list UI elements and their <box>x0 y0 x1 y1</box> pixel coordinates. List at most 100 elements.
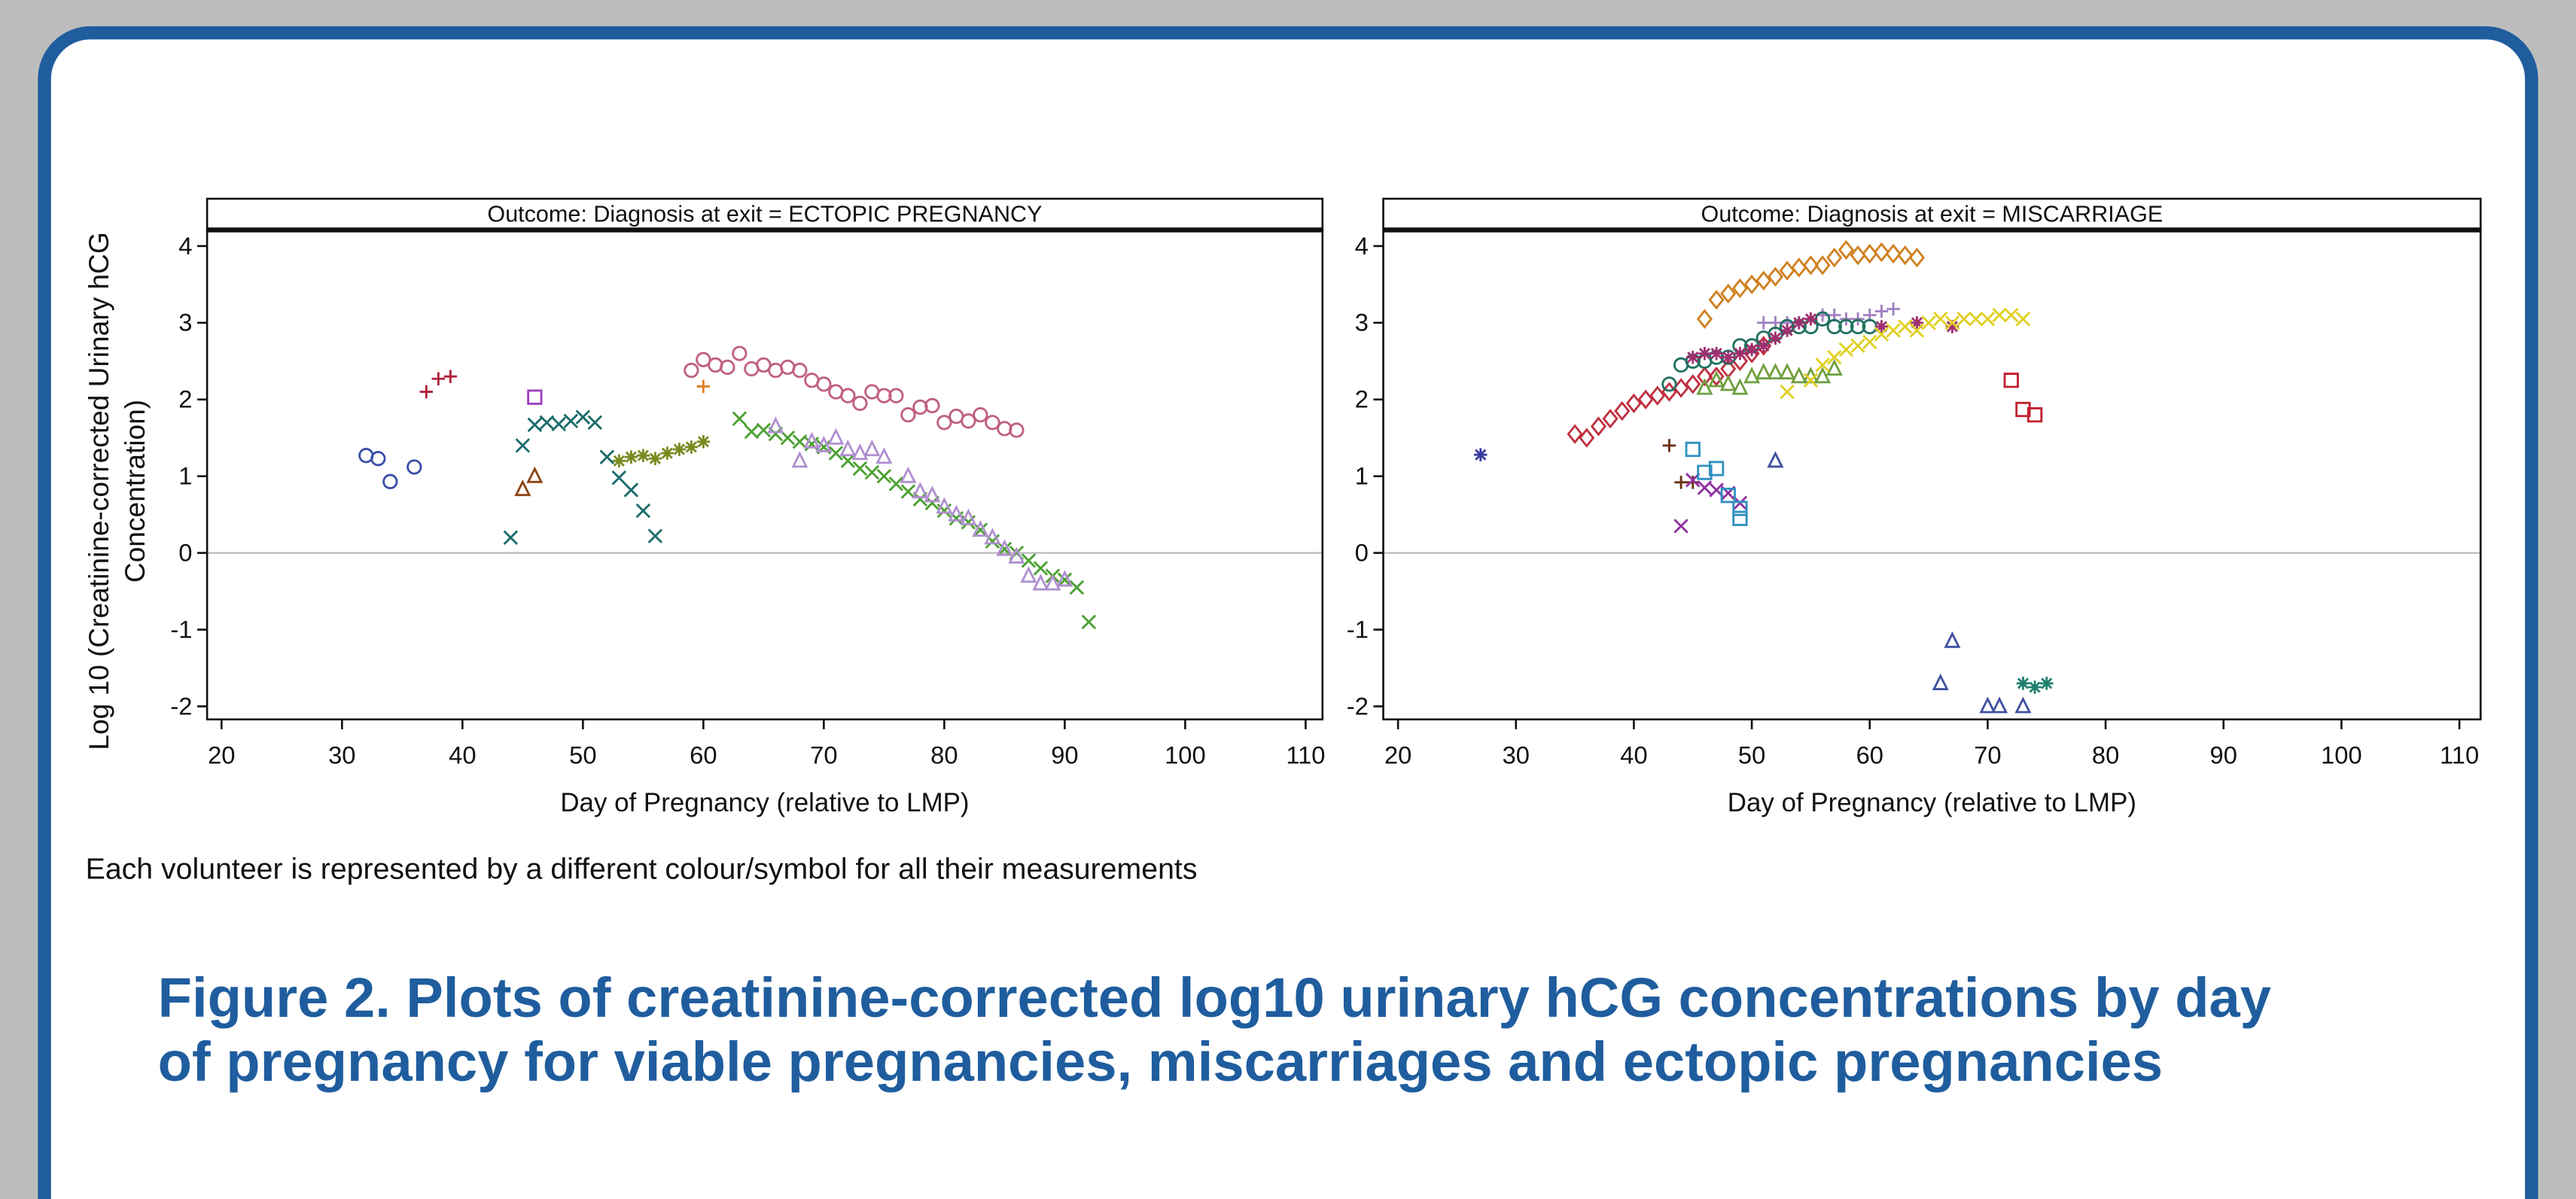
marker-circle <box>924 397 940 414</box>
y-tick-label: 4 <box>1355 232 1369 260</box>
y-tick-label: 2 <box>1355 385 1369 413</box>
marker-diamond <box>1743 274 1760 295</box>
marker-diamond <box>1850 245 1866 266</box>
marker-diamond <box>1873 242 1889 263</box>
marker-plus <box>1686 476 1700 489</box>
marker-diamond <box>1696 367 1713 387</box>
marker-circle <box>888 388 904 403</box>
marker-star <box>1780 324 1794 337</box>
marker-triangle <box>1056 570 1073 587</box>
marker-x <box>503 530 519 545</box>
marker-triangle <box>815 435 833 452</box>
marker-circle <box>1826 318 1842 335</box>
marker-diamond <box>1708 367 1725 387</box>
marker-diamond <box>1685 374 1701 394</box>
marker-triangle <box>1932 673 1949 690</box>
marker-x <box>973 522 988 537</box>
marker-plus <box>419 385 434 399</box>
marker-x <box>1827 349 1842 365</box>
marker-triangle <box>960 508 977 525</box>
marker-diamond <box>1708 290 1725 310</box>
marker-circle <box>382 473 398 489</box>
marker-star <box>1910 316 1924 330</box>
marker-triangle <box>1814 367 1832 384</box>
marker-x <box>551 416 567 432</box>
marker-x <box>1850 338 1865 354</box>
marker-circle <box>1661 376 1677 392</box>
marker-diamond <box>1590 416 1607 437</box>
marker-diamond <box>1637 389 1654 409</box>
marker-square <box>527 389 543 405</box>
marker-triangle <box>1032 574 1049 591</box>
marker-triangle <box>791 451 808 468</box>
x-tick-label: 60 <box>690 741 717 769</box>
marker-triangle <box>996 539 1013 556</box>
marker-square <box>2026 407 2043 423</box>
x-tick-label: 30 <box>328 741 355 769</box>
marker-star <box>1757 339 1771 353</box>
x-tick-label: 100 <box>1165 741 1206 769</box>
panel-title: Outcome: Diagnosis at exit = ECTOPIC PRE… <box>487 202 1042 227</box>
marker-circle <box>973 407 988 423</box>
y-tick-label: 4 <box>178 232 192 260</box>
plot-frame <box>206 229 1324 721</box>
marker-x <box>1673 519 1688 534</box>
y-tick-label: 0 <box>1355 539 1369 567</box>
y-tick-label: -1 <box>170 615 192 643</box>
marker-diamond <box>1826 248 1843 268</box>
marker-star <box>612 454 626 468</box>
marker-triangle <box>863 440 881 457</box>
marker-x <box>900 484 916 499</box>
marker-star <box>648 452 662 465</box>
panel-title: Outcome: Diagnosis at exit = MISCARRIAGE <box>1701 202 2163 227</box>
marker-circle <box>370 451 386 467</box>
x-tick-label: 90 <box>2210 741 2237 769</box>
y-axis-label: Log 10 (Creatinine-corrected Urinary hCG <box>83 232 114 750</box>
marker-triangle <box>1790 367 1807 384</box>
marker-star <box>672 443 687 456</box>
marker-x <box>828 446 844 461</box>
marker-triangle <box>2014 696 2032 714</box>
marker-star <box>1945 320 1959 333</box>
y-axis-label: Concentration) <box>119 400 151 583</box>
marker-plus <box>1662 439 1676 452</box>
marker-diamond <box>1579 428 1595 448</box>
x-tick-label: 80 <box>930 741 958 769</box>
marker-x <box>1803 373 1819 388</box>
marker-square <box>1732 510 1748 526</box>
marker-triangle <box>1825 359 1843 376</box>
marker-x <box>539 415 555 431</box>
y-tick-label: 0 <box>178 539 192 567</box>
y-tick-label: 1 <box>178 462 192 490</box>
marker-x <box>1898 319 1913 334</box>
marker-x <box>1956 312 1972 327</box>
marker-diamond <box>1862 243 1878 264</box>
marker-x <box>587 415 603 431</box>
marker-star <box>1768 331 1783 345</box>
y-tick-label: 2 <box>178 385 192 413</box>
marker-circle <box>1850 318 1866 335</box>
x-tick-label: 60 <box>1856 741 1883 769</box>
x-tick-label: 80 <box>2092 741 2119 769</box>
marker-star <box>1722 350 1735 364</box>
x-tick-label: 110 <box>2440 741 2479 769</box>
x-tick-label: 50 <box>569 741 596 769</box>
marker-circle <box>1838 318 1854 335</box>
panel-frame <box>38 26 2538 1199</box>
x-tick-label: 40 <box>449 741 476 769</box>
marker-x <box>744 424 760 440</box>
marker-star <box>1686 350 1700 364</box>
marker-plus <box>1886 302 1900 316</box>
marker-triangle <box>1731 378 1749 395</box>
marker-x <box>864 464 880 480</box>
marker-triangle <box>839 440 857 457</box>
marker-diamond <box>1908 248 1925 268</box>
x-axis-label: Day of Pregnancy (relative to LMP) <box>1728 788 2136 817</box>
marker-triangle <box>1779 363 1796 380</box>
marker-x <box>1921 315 1936 330</box>
marker-diamond <box>1802 255 1819 275</box>
marker-star <box>1745 342 1758 357</box>
marker-x <box>1838 342 1854 358</box>
marker-triangle <box>936 497 953 514</box>
